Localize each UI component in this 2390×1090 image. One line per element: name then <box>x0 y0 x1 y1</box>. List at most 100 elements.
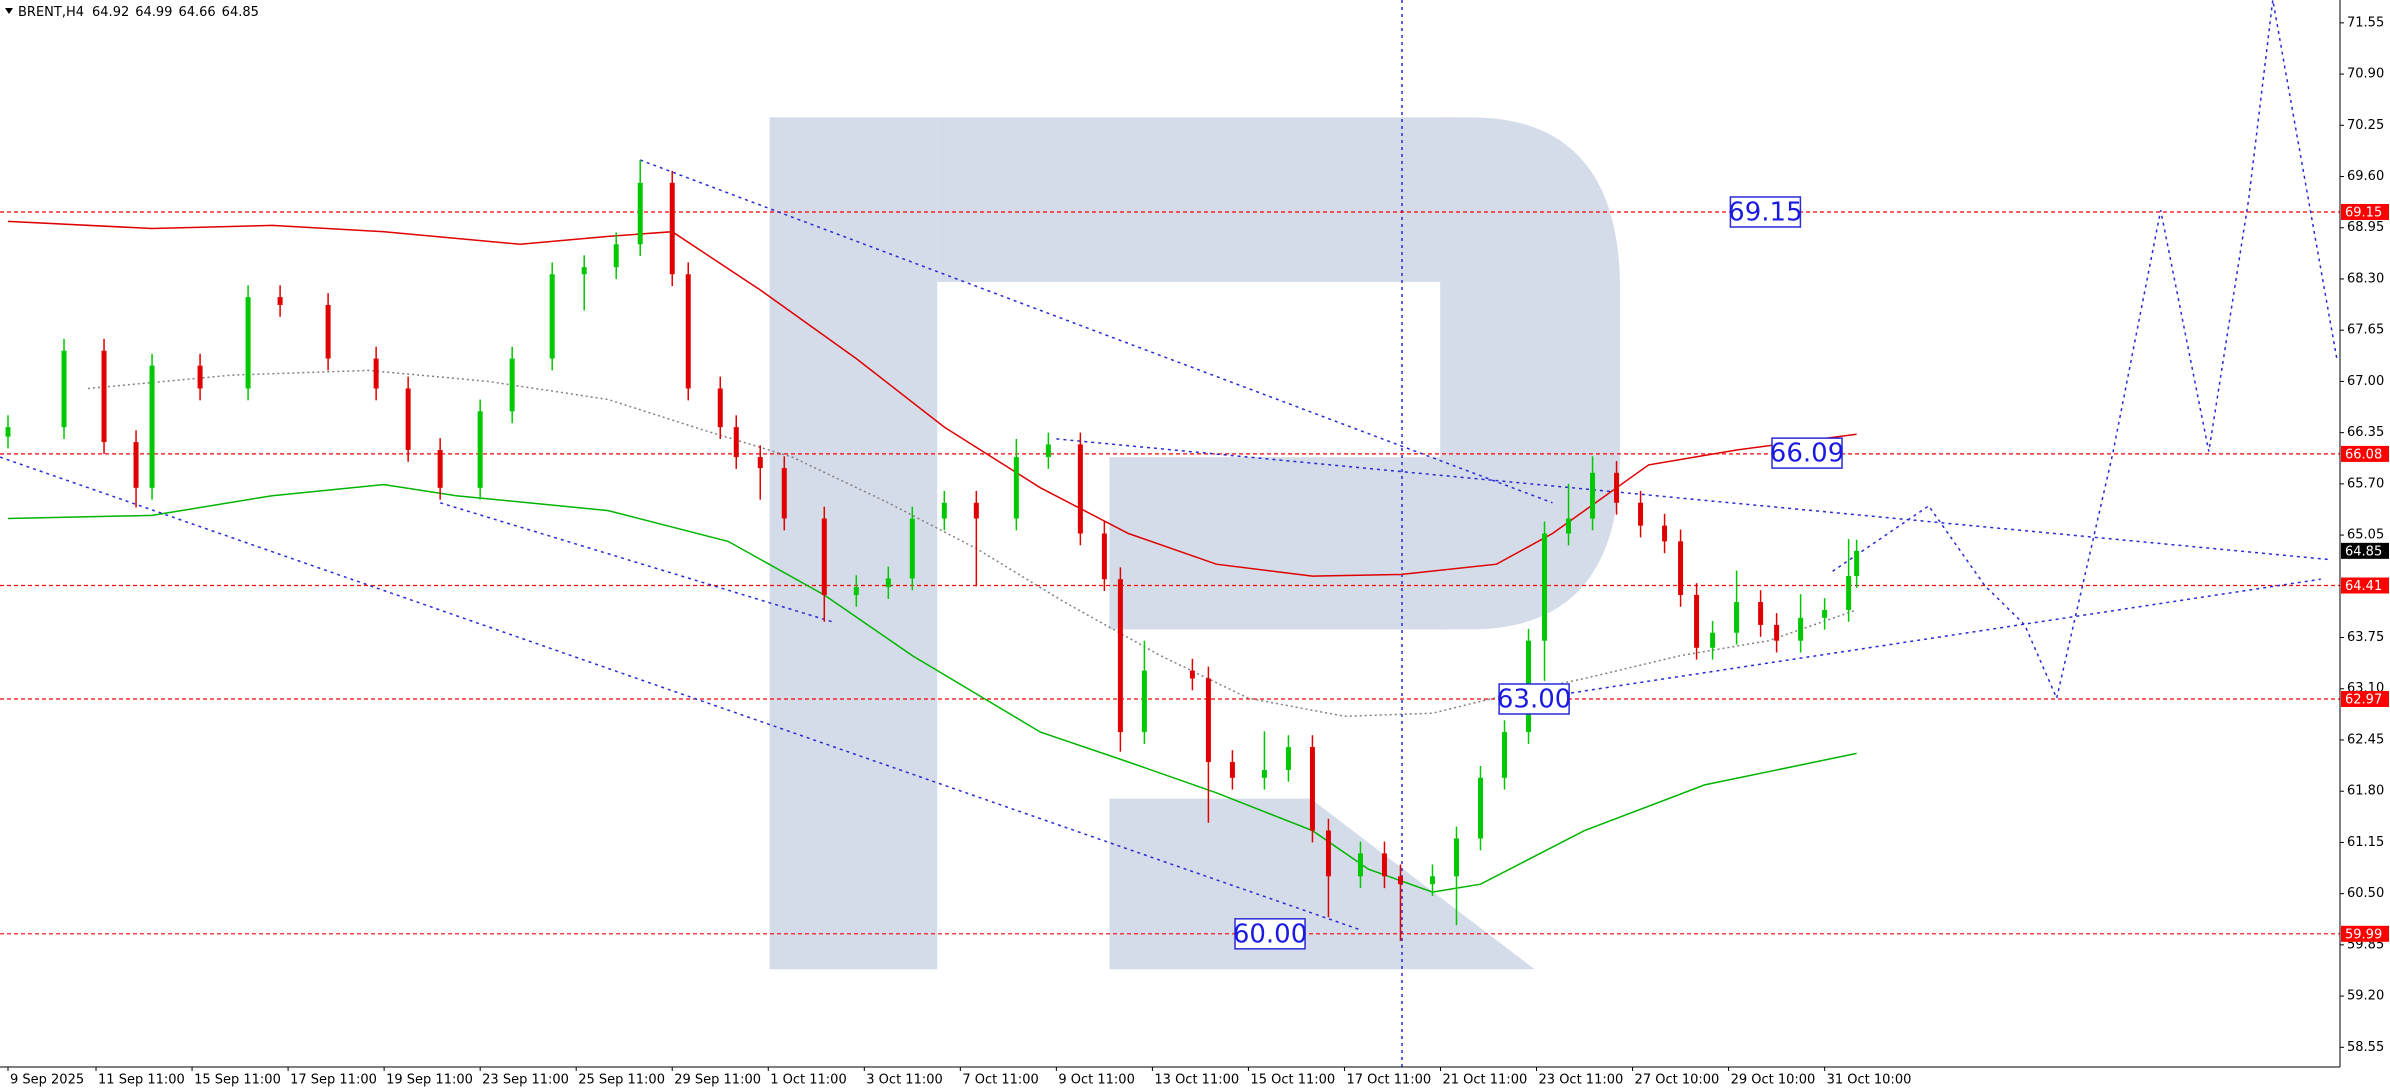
y-tick-label: 61.15 <box>2347 835 2384 850</box>
level-tag <box>2341 690 2389 707</box>
y-tick-label: 63.75 <box>2347 630 2384 645</box>
candle-body <box>1798 617 1804 641</box>
candle-body <box>101 350 107 443</box>
level-label: 69.15 <box>2345 205 2382 220</box>
candle-body <box>1694 594 1700 648</box>
candle-body <box>133 442 139 488</box>
candle-body <box>757 457 763 469</box>
level-label: 59.99 <box>2345 927 2382 942</box>
candle-body <box>1397 876 1403 885</box>
close-value: 64.85 <box>222 5 259 20</box>
candle-body <box>1774 624 1780 641</box>
watermark-bowl <box>1440 117 1621 630</box>
candle-body <box>973 502 979 519</box>
candle-body <box>885 578 891 588</box>
candle-body <box>1077 444 1083 534</box>
y-tick-label: 69.60 <box>2347 169 2384 184</box>
trendline <box>639 159 1553 504</box>
plot-layer: 69.15 66.09 63.00 60.00 <box>0 0 2340 950</box>
annotation-box <box>1234 918 1306 950</box>
trendline <box>439 502 833 623</box>
candle-body <box>1734 602 1740 633</box>
last-price-label: 64.85 <box>2345 544 2382 559</box>
annotation-label: 69.15 <box>1728 197 1802 227</box>
candle-body <box>1846 576 1852 610</box>
y-tick-label: 66.35 <box>2347 425 2384 440</box>
candle-body <box>941 502 947 519</box>
candle-body <box>437 449 443 488</box>
candle-body <box>669 182 675 275</box>
candle-body <box>581 267 587 275</box>
x-tick-label: 23 Oct 11:00 <box>1539 1073 1624 1088</box>
candle-body <box>1285 747 1291 770</box>
y-tick-label: 59.20 <box>2347 989 2384 1004</box>
candle-body <box>1205 678 1211 763</box>
x-tick-label: 19 Sep 11:00 <box>386 1073 473 1088</box>
x-tick-label: 17 Sep 11:00 <box>290 1073 377 1088</box>
header-text: BRENT,H4 64.92 64.99 64.66 64.85 <box>18 5 259 20</box>
x-tick-label: 15 Sep 11:00 <box>194 1073 281 1088</box>
level-tag <box>2341 925 2389 942</box>
candle-body <box>1325 830 1331 877</box>
level-tag <box>2341 577 2389 594</box>
x-tick-label: 23 Sep 11:00 <box>482 1073 569 1088</box>
candle-body <box>61 350 67 428</box>
candle-body <box>1566 518 1572 534</box>
candle-body <box>197 365 203 389</box>
y-tick-label: 68.30 <box>2347 271 2384 286</box>
candle-body <box>781 468 787 519</box>
x-tick-label: 11 Sep 11:00 <box>98 1073 185 1088</box>
candle-body <box>1662 525 1668 542</box>
level-label: 62.97 <box>2345 692 2382 707</box>
symbol: BRENT,H4 <box>18 5 84 20</box>
x-tick-label: 9 Oct 11:00 <box>1058 1073 1134 1088</box>
candle-body <box>613 244 619 268</box>
annotation-label: 66.09 <box>1770 439 1844 469</box>
y-tick-label: 65.70 <box>2347 476 2384 491</box>
menu-icon <box>5 8 13 14</box>
level-label: 64.41 <box>2345 579 2382 594</box>
x-tick-label: 29 Oct 10:00 <box>1731 1073 1816 1088</box>
candle-body <box>1357 853 1363 877</box>
y-tick-label: 61.80 <box>2347 784 2384 799</box>
candle-body <box>1101 533 1107 580</box>
y-tick-label: 65.05 <box>2347 528 2384 543</box>
annotation-label: 60.00 <box>1233 919 1307 949</box>
watermark-top <box>937 117 1456 282</box>
candle-body <box>1678 541 1684 595</box>
annotation-label: 63.00 <box>1497 684 1571 714</box>
candle-body <box>149 365 155 488</box>
candle-body <box>477 411 483 488</box>
candle-body <box>1189 670 1195 679</box>
y-tick-label: 58.55 <box>2347 1040 2384 1055</box>
annotation-box <box>1729 196 1802 228</box>
candle-body <box>733 427 739 458</box>
y-tick-label: 71.55 <box>2347 15 2384 30</box>
candle-body <box>325 304 331 359</box>
candle-body <box>717 388 723 428</box>
watermark-middle <box>1109 457 1445 630</box>
low-value: 64.66 <box>178 5 215 20</box>
x-tick-label: 1 Oct 11:00 <box>770 1073 846 1088</box>
y-tick-label: 68.95 <box>2347 220 2384 235</box>
x-tick-label: 15 Oct 11:00 <box>1250 1073 1335 1088</box>
y-tick-label: 70.25 <box>2347 118 2384 133</box>
candle-body <box>1502 732 1508 778</box>
x-tick-label: 27 Oct 10:00 <box>1635 1073 1720 1088</box>
watermark-leg <box>1109 798 1535 970</box>
candle-body <box>1590 472 1596 519</box>
level-tag <box>2341 203 2389 220</box>
x-tick-label: 13 Oct 11:00 <box>1154 1073 1239 1088</box>
annotation-box <box>1771 437 1843 469</box>
candle-body <box>1309 747 1315 831</box>
candle-body <box>5 427 11 437</box>
candle-body <box>1453 838 1459 877</box>
candle-body <box>1638 502 1644 526</box>
trendline <box>1056 438 2329 561</box>
candle-body <box>549 274 555 359</box>
trendline <box>0 456 1361 931</box>
candle-body <box>245 297 251 389</box>
watermark <box>769 117 1621 970</box>
moving-average <box>87 369 1857 718</box>
x-tick-label: 29 Sep 11:00 <box>674 1073 761 1088</box>
